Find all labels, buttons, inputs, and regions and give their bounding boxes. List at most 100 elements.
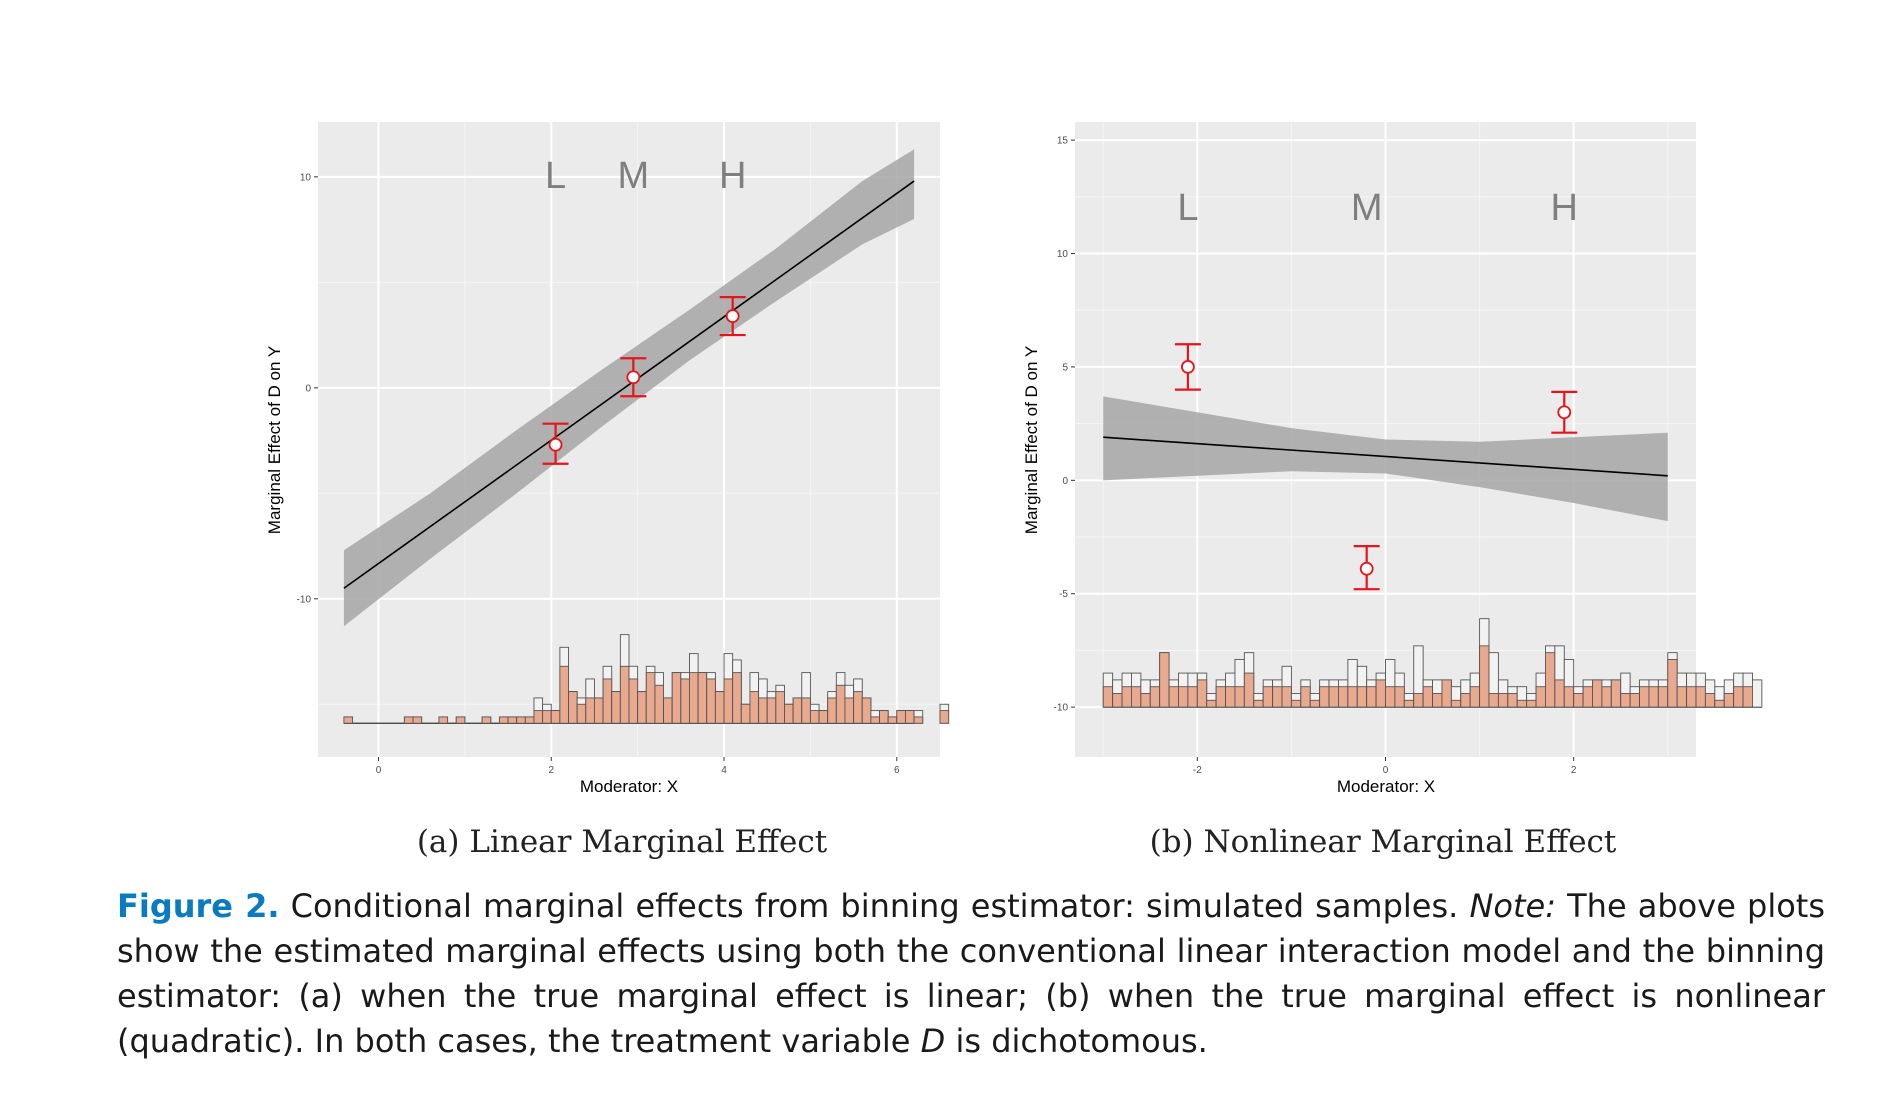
histogram-bar-treated <box>1554 679 1565 708</box>
histogram-bar-treated <box>438 716 449 724</box>
caption-variable: D <box>920 1022 946 1060</box>
y-tick-label: 0 <box>1062 476 1068 487</box>
histogram-bar-treated <box>1563 686 1575 708</box>
bin-estimate-point <box>626 370 641 385</box>
histogram-bar-treated <box>1281 686 1292 708</box>
x-tick-label: 0 <box>1383 765 1389 776</box>
histogram-bar-treated <box>1131 686 1142 708</box>
histogram-bar-treated <box>1714 699 1725 708</box>
histogram-bar-treated <box>507 716 518 724</box>
histogram-bar-treated <box>498 716 509 724</box>
histogram-bar-treated <box>801 697 811 724</box>
caption-text-2: The above plots show the estimated margi… <box>117 887 1826 1060</box>
histogram-bar-treated <box>1648 686 1659 708</box>
histogram-bar-treated <box>1516 699 1528 708</box>
histogram-bar-treated <box>1432 693 1443 708</box>
y-tick-label: 15 <box>1057 136 1069 147</box>
y-axis-title: Marginal Effect of D on Y <box>1022 346 1041 534</box>
histogram-bar-treated <box>611 691 621 724</box>
bin-estimate-point <box>1359 561 1374 576</box>
histogram-bar-treated <box>939 710 950 724</box>
confidence-band <box>343 149 915 627</box>
histogram-bar-treated <box>1234 686 1245 708</box>
histogram-bar-treated <box>533 710 544 724</box>
y-tick-label: 5 <box>1062 362 1068 373</box>
histogram-bar-treated <box>663 697 673 724</box>
histogram-bar-treated <box>1723 693 1735 708</box>
histogram-bar-treated <box>455 716 466 724</box>
histogram-bar-treated <box>1403 699 1415 708</box>
caption-text-3: is dichotomous. <box>945 1022 1208 1060</box>
histogram-bar-treated <box>1328 686 1339 708</box>
histogram-bar-treated <box>1582 686 1593 708</box>
histogram-bar-treated <box>542 710 552 724</box>
histogram-bar-treated <box>1667 659 1678 708</box>
histogram-bar-treated <box>732 672 742 724</box>
histogram-bar-treated <box>887 716 898 724</box>
bin-estimate-point <box>725 309 740 323</box>
histogram-bar-treated <box>576 703 587 724</box>
bin-label-m: M <box>1351 187 1383 229</box>
histogram-bar-treated <box>1394 686 1405 708</box>
histogram-bar-treated <box>1695 686 1706 708</box>
histogram-bar-treated <box>1639 686 1650 708</box>
histogram-bar-treated <box>844 697 855 724</box>
histogram-bar-treated <box>412 716 423 724</box>
bin-label-l: L <box>1177 187 1198 229</box>
figure-caption: Figure 2. Conditional marginal effects f… <box>117 884 1825 1064</box>
histogram-bar-treated <box>1375 679 1386 708</box>
linear-fit-line <box>1103 436 1668 477</box>
panel-b-nonlinear: L M H -2 0 2 -10 -5 0 5 10 15 Moderator: X Margin… <box>1022 122 1763 860</box>
caption-note-label: Note: <box>1469 887 1556 925</box>
histogram-bar-treated <box>559 665 569 724</box>
histogram-bar-treated <box>879 710 889 724</box>
histogram-bar-treated <box>1610 679 1622 708</box>
histogram-bar-treated <box>775 691 785 724</box>
histogram-bar-treated <box>1686 686 1697 708</box>
panel-a-linear: L M H 0 2 4 6 -10 0 10 Moderator: X Marginal Ef… <box>265 122 1209 860</box>
y-axis-title: Marginal Effect of D on Y <box>265 346 284 534</box>
bin-label-h: H <box>719 155 746 197</box>
y-tick-label: 10 <box>1057 249 1069 260</box>
histogram-bar-treated <box>1159 652 1170 708</box>
histogram-bar-treated <box>524 716 535 724</box>
histogram-bar-treated <box>593 697 604 724</box>
caption-text-1: Conditional marginal effects from binnin… <box>279 887 1470 925</box>
bin-estimate-point <box>1181 360 1195 374</box>
histogram-bar-treated <box>1347 686 1358 708</box>
histogram-bar-treated <box>1309 699 1321 708</box>
histogram-bar-treated <box>1526 699 1537 708</box>
histogram-bar-treated <box>1140 693 1151 708</box>
histogram-bar-treated <box>1215 686 1226 708</box>
y-tick-label: -10 <box>297 594 312 605</box>
histogram-bar-treated <box>1497 693 1509 708</box>
bin-label-l: L <box>545 155 566 197</box>
histogram-bar-treated <box>1187 686 1198 708</box>
histogram-bar-treated <box>1206 699 1217 708</box>
figure-label: Figure 2. <box>117 887 280 925</box>
histogram-bar-treated <box>697 672 708 724</box>
x-tick-label: 6 <box>894 765 900 776</box>
histogram-bar-treated <box>1657 686 1669 708</box>
histogram-bar-treated <box>1168 686 1179 708</box>
histogram-bar-treated <box>784 703 794 724</box>
histogram-bar-treated <box>1253 699 1264 708</box>
histogram-bar-treated <box>749 691 760 724</box>
histogram-bar-treated <box>1338 686 1349 708</box>
histogram-bar-treated <box>671 672 682 724</box>
x-tick-label: -2 <box>1193 765 1202 776</box>
histogram-bar-treated <box>1290 699 1302 708</box>
subcaption-a: (a) Linear Marginal Effect <box>417 824 828 860</box>
histogram-bar-treated <box>835 684 846 724</box>
histogram-bar-treated <box>853 691 863 724</box>
histogram-bar-treated <box>723 678 734 724</box>
linear-fit-line <box>343 180 915 589</box>
histogram-bar-treated <box>680 678 690 724</box>
y-tick-label: 10 <box>300 172 312 183</box>
histogram-bar-treated <box>343 716 354 724</box>
histogram-bar-treated <box>1460 693 1471 708</box>
histogram-bar-treated <box>1704 693 1716 708</box>
histogram-bar-treated <box>1272 686 1283 708</box>
histogram-bar-treated <box>1262 686 1274 708</box>
histogram-bar-treated <box>1507 693 1518 708</box>
